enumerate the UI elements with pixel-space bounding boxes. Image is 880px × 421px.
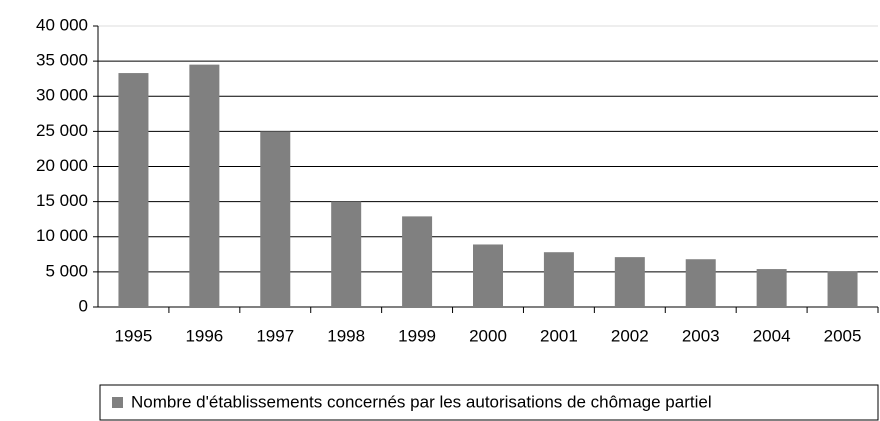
x-tick-label: 1995 [115,326,153,345]
bar [118,73,149,307]
y-tick-label: 35 000 [36,51,88,70]
y-tick-label: 0 [79,296,88,315]
legend-label: Nombre d'établissements concernés par le… [131,392,712,411]
bar [614,257,645,307]
x-tick-label: 1999 [398,326,436,345]
bar [260,131,291,307]
x-tick-label: 2005 [824,326,862,345]
bar [473,244,503,307]
x-tick-label: 2000 [469,326,507,345]
bar [331,201,362,307]
y-tick-label: 15 000 [36,191,88,210]
y-tick-label: 25 000 [36,121,88,140]
bar [189,64,220,307]
x-tick-label: 2001 [540,326,578,345]
x-tick-label: 2004 [753,326,791,345]
y-tick-label: 30 000 [36,86,88,105]
legend-marker [112,397,123,408]
y-tick-label: 20 000 [36,156,88,175]
x-tick-label: 2003 [682,326,720,345]
legend-box [99,384,879,421]
bar [402,216,433,307]
bar [756,269,787,307]
x-tick-label: 1996 [185,326,223,345]
x-tick-label: 1997 [256,326,294,345]
bar [685,259,716,307]
y-tick-label: 10 000 [36,226,88,245]
y-tick-label: 40 000 [36,15,88,34]
x-tick-label: 1998 [327,326,365,345]
x-tick-label: 2002 [611,326,649,345]
y-tick-label: 5 000 [45,261,88,280]
bar [827,271,858,307]
bar [543,252,574,307]
